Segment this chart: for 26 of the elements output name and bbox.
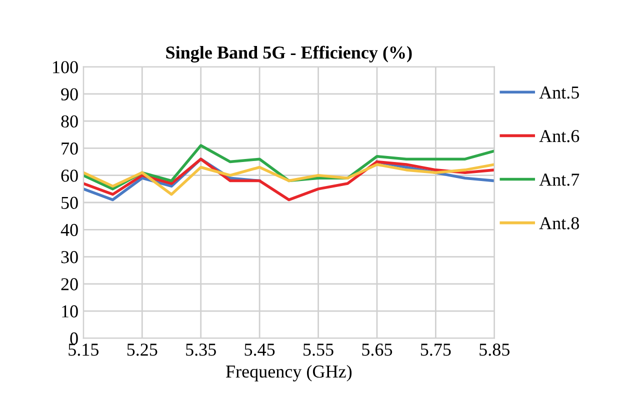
y-tick-label: 60	[61, 170, 78, 182]
x-tick-label: 5.65	[362, 344, 392, 356]
chart-title: Single Band 5G - Efficiency (%)	[166, 46, 412, 62]
y-tick-label: 50	[62, 196, 78, 209]
y-tick-label: 100	[53, 61, 78, 74]
y-tick-label: 0	[70, 332, 78, 345]
x-axis-title: Frequency (GHz)	[226, 364, 352, 382]
x-tick-label: 5.25	[127, 344, 158, 356]
y-tick-label: 20	[61, 278, 78, 290]
legend-label: Ant.8	[539, 217, 579, 230]
x-tick-label: 5.75	[420, 344, 451, 356]
y-tick-label: 90	[61, 88, 78, 100]
legend-label: Ant.6	[539, 130, 580, 142]
x-tick-label: 5.45	[244, 344, 275, 356]
y-tick-label: 80	[61, 115, 78, 128]
legend-label: Ant.5	[539, 86, 579, 99]
legend-label: Ant.7	[539, 174, 580, 186]
x-tick-label: 5.85	[480, 344, 510, 356]
y-tick-label: 70	[62, 142, 78, 155]
x-tick-label: 5.55	[304, 344, 334, 356]
line-series	[83, 163, 494, 196]
x-tick-label: 5.15	[68, 344, 99, 356]
y-tick-label: 40	[60, 224, 78, 236]
x-tick-label: 5.35	[186, 344, 216, 356]
y-tick-label: 30	[61, 251, 78, 264]
y-tick-label: 10	[62, 305, 78, 318]
